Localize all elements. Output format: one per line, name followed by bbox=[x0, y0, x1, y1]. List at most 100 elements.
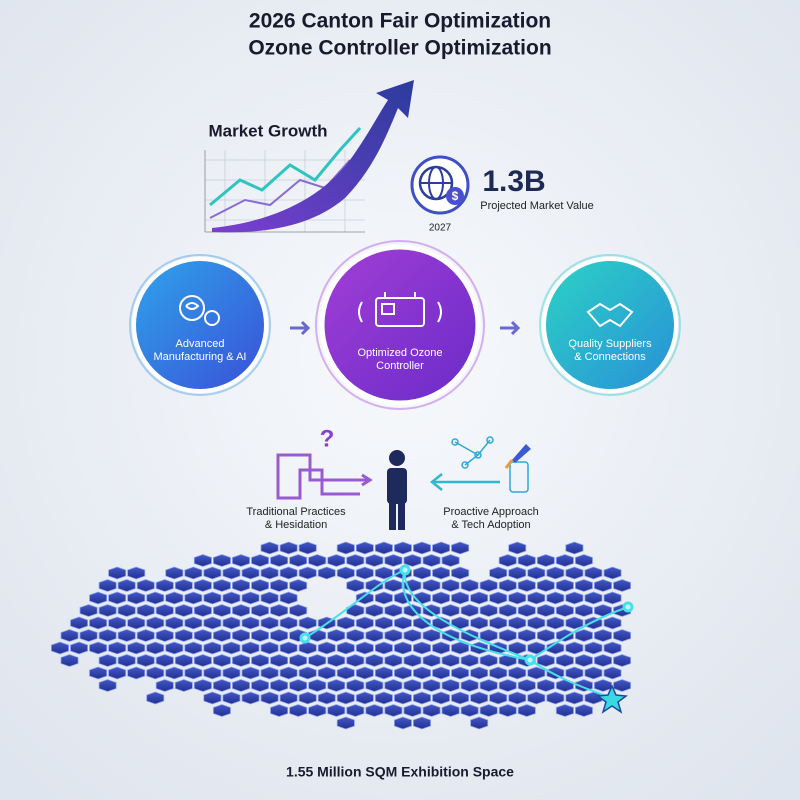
hex-tile bbox=[127, 566, 146, 580]
hex-tile bbox=[127, 616, 146, 630]
path-label: & Hesidation bbox=[265, 519, 327, 531]
hex-tile bbox=[212, 654, 231, 667]
hex-tile bbox=[117, 654, 136, 667]
hex-tile bbox=[203, 566, 222, 580]
hex-tile bbox=[374, 591, 393, 605]
hex-tile bbox=[422, 554, 441, 567]
hex-tile bbox=[251, 604, 270, 617]
hex-tile bbox=[155, 629, 174, 642]
hex-tile bbox=[479, 629, 498, 642]
hex-tile bbox=[470, 616, 489, 630]
hex-tile bbox=[365, 704, 384, 717]
hex-tile bbox=[584, 566, 603, 580]
hex-tile bbox=[374, 566, 393, 580]
hex-tile bbox=[98, 654, 117, 667]
hex-tile bbox=[231, 679, 251, 692]
hex-tile bbox=[298, 641, 317, 655]
path-label: Traditional Practices bbox=[246, 506, 346, 518]
hex-tile bbox=[536, 579, 555, 592]
hex-tile bbox=[298, 616, 317, 630]
hex-tile bbox=[184, 666, 203, 680]
hex-tile bbox=[127, 591, 146, 605]
hex-tile bbox=[165, 666, 184, 680]
market-caption: Projected Market Value bbox=[480, 200, 594, 212]
hex-tile bbox=[412, 716, 432, 730]
hex-tile bbox=[412, 641, 432, 655]
hex-tile bbox=[231, 604, 251, 617]
hex-tile bbox=[565, 691, 584, 705]
hex-tile bbox=[117, 579, 136, 592]
hex-tile bbox=[222, 566, 241, 580]
hex-tile bbox=[613, 629, 631, 642]
hex-tile bbox=[451, 541, 470, 555]
hex-tile bbox=[184, 591, 203, 605]
hex-tile bbox=[470, 691, 489, 705]
hex-tile bbox=[241, 591, 260, 605]
hex-tile bbox=[470, 666, 489, 680]
hex-tile bbox=[298, 691, 317, 705]
hex-tile bbox=[384, 654, 403, 667]
hex-tile bbox=[374, 666, 393, 680]
hex-tile bbox=[575, 604, 593, 617]
hex-tile bbox=[60, 654, 79, 667]
hex-tile bbox=[327, 704, 346, 717]
hex-tile bbox=[127, 666, 146, 680]
hex-tile bbox=[575, 654, 593, 667]
hex-tile bbox=[346, 579, 365, 592]
hex-tile bbox=[184, 641, 203, 655]
hex-tile bbox=[432, 666, 451, 680]
hex-tile bbox=[212, 629, 231, 642]
hex-tile bbox=[260, 666, 279, 680]
hex-tile bbox=[393, 716, 412, 730]
hex-tile bbox=[403, 554, 422, 567]
hex-tile bbox=[146, 691, 165, 705]
hex-tile bbox=[146, 616, 165, 630]
hex-tile bbox=[527, 691, 546, 705]
hex-tile bbox=[470, 716, 489, 730]
hex-tile bbox=[412, 541, 432, 555]
hex-tile bbox=[184, 566, 203, 580]
hex-tile bbox=[146, 641, 165, 655]
hex-tile bbox=[498, 579, 517, 592]
hex-tile bbox=[298, 666, 317, 680]
hex-tile bbox=[174, 679, 193, 692]
hex-tile bbox=[393, 616, 412, 630]
hex-tile bbox=[79, 604, 98, 617]
stage-label: Advanced bbox=[176, 338, 225, 350]
hex-tile bbox=[108, 616, 127, 630]
hex-tile bbox=[575, 579, 593, 592]
hex-tile bbox=[231, 554, 251, 567]
hex-tile bbox=[613, 679, 631, 692]
stage-label: Optimized Ozone bbox=[358, 347, 443, 359]
hex-tile bbox=[441, 679, 460, 692]
hex-tile bbox=[555, 579, 574, 592]
hex-tile bbox=[308, 554, 327, 567]
hex-tile bbox=[251, 554, 270, 567]
hex-tile bbox=[441, 654, 460, 667]
hex-tile bbox=[584, 591, 603, 605]
hex-tile bbox=[165, 591, 184, 605]
stage-circles bbox=[129, 240, 681, 410]
hex-tile bbox=[403, 704, 422, 717]
hex-tile bbox=[441, 579, 460, 592]
hex-tile bbox=[384, 679, 403, 692]
hex-tile bbox=[165, 641, 184, 655]
hex-tile bbox=[251, 679, 270, 692]
hex-tile bbox=[555, 604, 574, 617]
hex-tile bbox=[412, 566, 432, 580]
hex-tile bbox=[393, 641, 412, 655]
hex-tile bbox=[498, 604, 517, 617]
hex-tile bbox=[231, 579, 251, 592]
hex-tile bbox=[536, 604, 555, 617]
hex-tile bbox=[393, 691, 412, 705]
hex-tile bbox=[479, 679, 498, 692]
hex-tile bbox=[432, 641, 451, 655]
hex-tile bbox=[60, 629, 79, 642]
hex-tile bbox=[231, 654, 251, 667]
hex-tile bbox=[193, 579, 212, 592]
decision-icons bbox=[276, 436, 531, 530]
hex-tile bbox=[327, 654, 346, 667]
hex-tile bbox=[460, 604, 479, 617]
hex-tile bbox=[355, 616, 374, 630]
hex-tile bbox=[432, 541, 451, 555]
